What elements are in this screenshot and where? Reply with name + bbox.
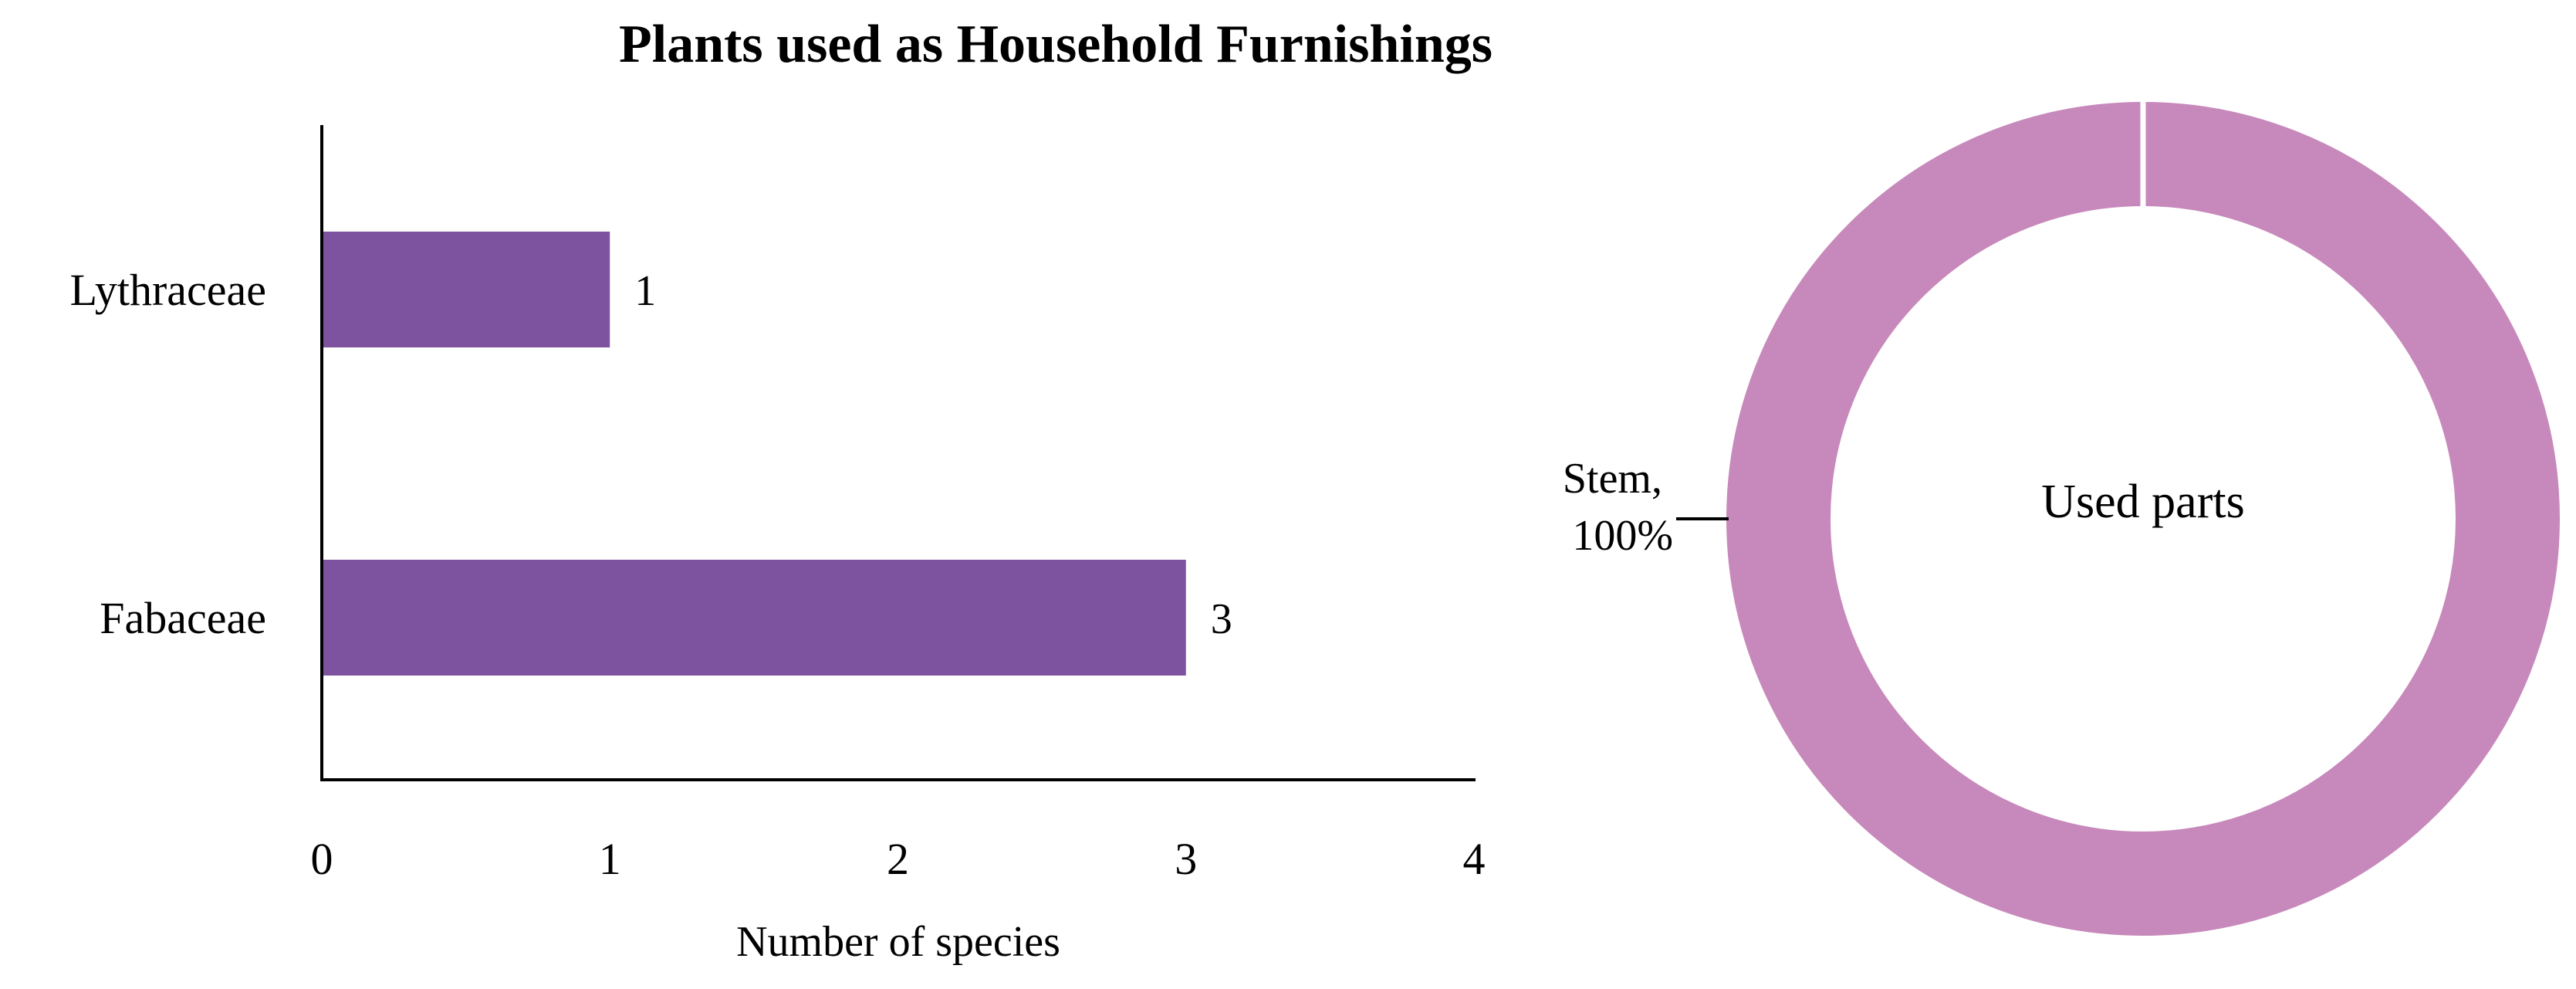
x-tick-labels-group: 0 1 2 3 4 — [311, 834, 1486, 884]
bar-fabaceae — [322, 560, 1186, 676]
bar-lythraceae — [322, 232, 610, 347]
category-labels-group: Lythraceae Fabaceae — [70, 265, 266, 643]
donut-chart: Stem, 100% Used parts — [1563, 100, 2560, 936]
x-axis-label: Number of species — [736, 918, 1060, 966]
donut-center-label: Used parts — [2041, 476, 2244, 528]
donut-slices-group — [1726, 100, 2560, 936]
data-label-lythraceae: 1 — [634, 267, 656, 315]
slice-label-line-2: 100% — [1572, 512, 1673, 560]
chart-title: Plants used as Household Furnishings — [619, 15, 1493, 74]
category-label-fabaceae: Fabaceae — [100, 593, 266, 643]
x-tick-4: 4 — [1463, 834, 1486, 884]
data-labels-group: 13 — [634, 267, 1232, 643]
x-tick-2: 2 — [887, 834, 909, 884]
data-label-fabaceae: 3 — [1211, 595, 1232, 643]
x-tick-0: 0 — [311, 834, 333, 884]
bars-group — [322, 232, 1186, 676]
slice-label-line-1: Stem, — [1563, 455, 1662, 503]
category-label-lythraceae: Lythraceae — [70, 265, 266, 315]
slice-label: Stem, 100% — [1563, 455, 1673, 560]
x-tick-3: 3 — [1175, 834, 1197, 884]
x-tick-1: 1 — [599, 834, 621, 884]
